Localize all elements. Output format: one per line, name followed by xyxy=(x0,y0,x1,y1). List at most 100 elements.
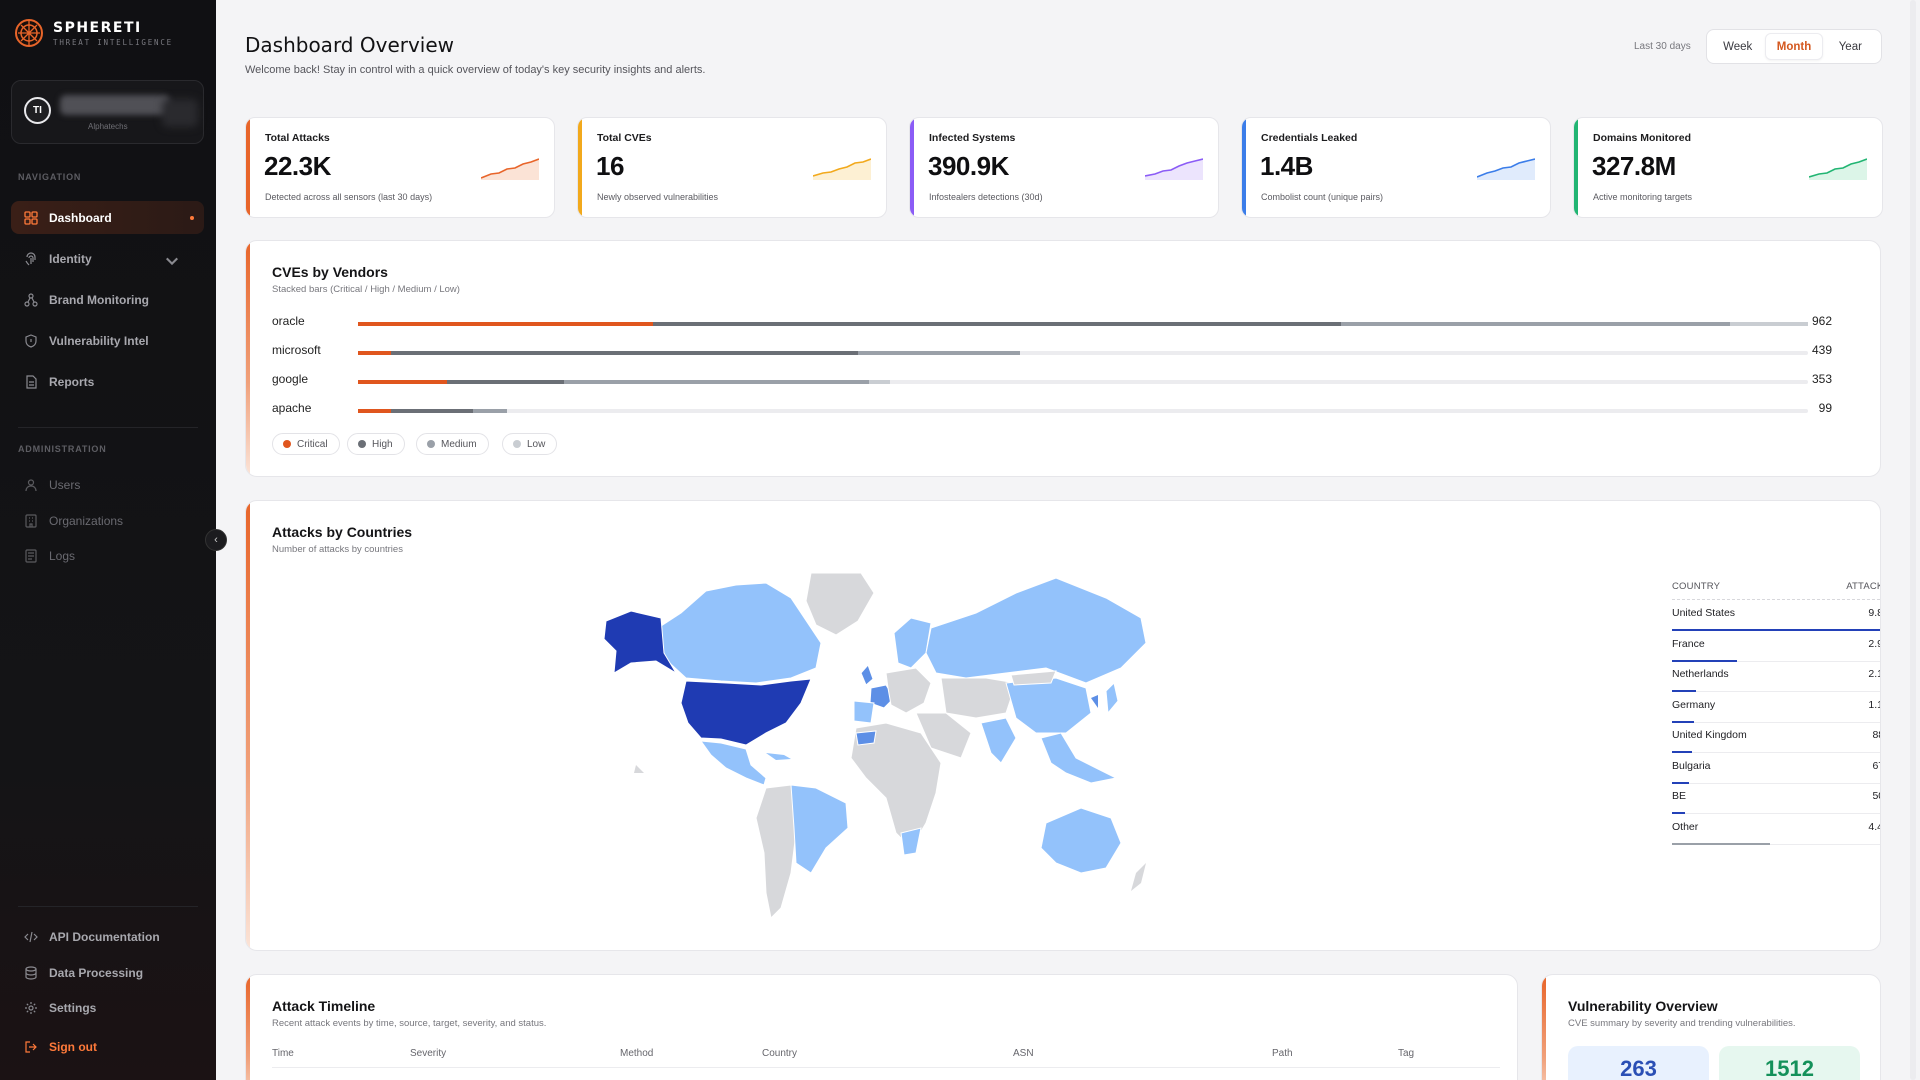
kpi-card-domains-monitored[interactable]: Domains Monitored 327.8M Active monitori… xyxy=(1573,117,1883,218)
vendor-bar-medium[interactable] xyxy=(564,380,869,384)
vuln-stat-box[interactable]: 1512 xyxy=(1719,1046,1860,1080)
col-header-tag[interactable]: Tag xyxy=(1398,1048,1415,1059)
vuln-stat-box[interactable]: 263 xyxy=(1568,1046,1709,1080)
map-cuba xyxy=(766,753,791,760)
country-row[interactable]: BE 502 xyxy=(1672,784,1880,814)
collapse-sidebar-button[interactable]: ‹ xyxy=(205,529,227,551)
sparkline-chart xyxy=(1809,158,1867,180)
sparkline-chart xyxy=(813,158,871,180)
vendor-bar-high[interactable] xyxy=(446,380,565,384)
sidebar-item-label: API Documentation xyxy=(49,929,160,944)
code-icon xyxy=(24,931,38,942)
vendor-name: microsoft xyxy=(272,343,321,357)
map-iberia xyxy=(853,700,875,724)
vendor-bar-critical[interactable] xyxy=(358,380,447,384)
col-header-path[interactable]: Path xyxy=(1272,1048,1293,1059)
vendor-row[interactable]: microsoft 439 xyxy=(272,342,1852,362)
vendor-bar-low[interactable] xyxy=(1729,322,1808,326)
sidebar-item-label: Reports xyxy=(49,374,95,389)
map-korea xyxy=(1091,695,1098,708)
legend-medium[interactable]: Medium xyxy=(416,433,489,455)
sign-out-button[interactable]: Sign out xyxy=(11,1030,204,1063)
col-header-asn[interactable]: ASN xyxy=(1013,1048,1034,1059)
vendor-bar-medium[interactable] xyxy=(858,351,1020,355)
sidebar-item-data-processing[interactable]: Data Processing xyxy=(11,956,204,989)
vendor-name: google xyxy=(272,372,309,386)
sidebar-item-dashboard[interactable]: Dashboard xyxy=(11,201,204,234)
sidebar-item-label: Data Processing xyxy=(49,965,144,980)
kpi-card-total-attacks[interactable]: Total Attacks 22.3K Detected across all … xyxy=(245,117,555,218)
org-name-redacted xyxy=(60,95,170,115)
sidebar-item-vulnerability-intel[interactable]: Vulnerability Intel xyxy=(11,324,204,357)
kpi-card-credentials-leaked[interactable]: Credentials Leaked 1.4B Combolist count … xyxy=(1241,117,1551,218)
kpi-card-infected-systems[interactable]: Infected Systems 390.9K Infostealers det… xyxy=(909,117,1219,218)
world-map[interactable] xyxy=(586,573,1156,933)
period-year-button[interactable]: Year xyxy=(1838,40,1862,53)
legend-low[interactable]: Low xyxy=(502,433,558,455)
vendor-bar-high[interactable] xyxy=(653,322,1341,326)
col-header-time[interactable]: Time xyxy=(272,1048,294,1059)
country-attacks: 672 xyxy=(1872,759,1880,772)
country-attacks: 1.1K xyxy=(1868,698,1880,711)
sidebar-item-logs[interactable]: Logs xyxy=(11,539,204,572)
sidebar-item-identity[interactable]: Identity xyxy=(11,242,204,275)
period-selector: Week Month Year xyxy=(1706,29,1882,64)
active-indicator xyxy=(190,216,194,220)
country-row[interactable]: Germany 1.1K xyxy=(1672,693,1880,723)
map-mongolia xyxy=(1010,670,1057,686)
vendor-row[interactable]: apache 99 xyxy=(272,400,1852,420)
country-row[interactable]: United States 9.8K xyxy=(1672,601,1880,631)
card-title: Attacks by Countries xyxy=(272,524,413,540)
vendor-bar-low[interactable] xyxy=(868,380,891,384)
country-name: Other xyxy=(1672,820,1699,833)
col-header-severity[interactable]: Severity xyxy=(410,1048,447,1059)
scrollbar[interactable] xyxy=(1910,0,1916,1080)
country-row[interactable]: Netherlands 2.1K xyxy=(1672,662,1880,692)
period-month-button[interactable]: Month xyxy=(1765,33,1823,60)
sidebar-item-api-documentation[interactable]: API Documentation xyxy=(11,920,204,953)
period-week-button[interactable]: Week xyxy=(1723,40,1753,53)
sidebar-item-brand-monitoring[interactable]: Brand Monitoring xyxy=(11,283,204,316)
sidebar-item-label: Brand Monitoring xyxy=(49,292,149,307)
country-row[interactable]: Bulgaria 672 xyxy=(1672,754,1880,784)
map-uk xyxy=(860,664,874,686)
vendor-bar-medium[interactable] xyxy=(1340,322,1730,326)
legend-dot xyxy=(427,440,435,448)
sidebar-item-organizations[interactable]: Organizations xyxy=(11,504,204,537)
sidebar-item-reports[interactable]: Reports xyxy=(11,365,204,398)
kpi-card-total-cves[interactable]: Total CVEs 16 Newly observed vulnerabili… xyxy=(577,117,887,218)
legend-label: Critical xyxy=(297,438,328,450)
col-header-method[interactable]: Method xyxy=(620,1048,654,1059)
legend-critical[interactable]: Critical xyxy=(272,433,340,455)
vendor-bar-high[interactable] xyxy=(391,351,859,355)
card-title: Attack Timeline xyxy=(272,998,376,1014)
country-share-bar xyxy=(1672,812,1686,814)
network-icon xyxy=(24,292,38,307)
brand[interactable]: SPHERETI THREAT INTELLIGENCE xyxy=(14,18,173,48)
page-subtitle: Welcome back! Stay in control with a qui… xyxy=(245,64,706,76)
vendor-bar-track xyxy=(358,409,1808,413)
vendor-total: 962 xyxy=(1811,314,1832,328)
vendor-total: 353 xyxy=(1811,372,1832,386)
vendor-bar-critical[interactable] xyxy=(358,351,392,355)
vuln-stat-value: 1512 xyxy=(1765,1056,1814,1080)
sidebar-item-settings[interactable]: Settings xyxy=(11,991,204,1024)
vendor-bar-high[interactable] xyxy=(391,409,473,413)
vendor-bar-critical[interactable] xyxy=(358,322,654,326)
country-row[interactable]: Other 4.4K xyxy=(1672,815,1880,845)
country-row[interactable]: France 2.9K xyxy=(1672,632,1880,662)
legend-high[interactable]: High xyxy=(347,433,405,455)
logs-icon xyxy=(25,548,37,563)
sidebar-item-users[interactable]: Users xyxy=(11,468,204,501)
vendor-bar-medium[interactable] xyxy=(472,409,508,413)
country-row[interactable]: United Kingdom 880 xyxy=(1672,723,1880,753)
card-subtitle: CVE summary by severity and trending vul… xyxy=(1568,1018,1796,1029)
country-name: France xyxy=(1672,637,1705,650)
kpi-title: Credentials Leaked xyxy=(1261,132,1358,144)
legend-label: Low xyxy=(527,438,546,450)
vendor-row[interactable]: google 353 xyxy=(272,371,1852,391)
vendor-bar-critical[interactable] xyxy=(358,409,392,413)
vendor-row[interactable]: oracle 962 xyxy=(272,313,1852,333)
organization-switcher[interactable]: TI Alphatechs xyxy=(11,80,204,144)
col-header-country[interactable]: Country xyxy=(762,1048,798,1059)
